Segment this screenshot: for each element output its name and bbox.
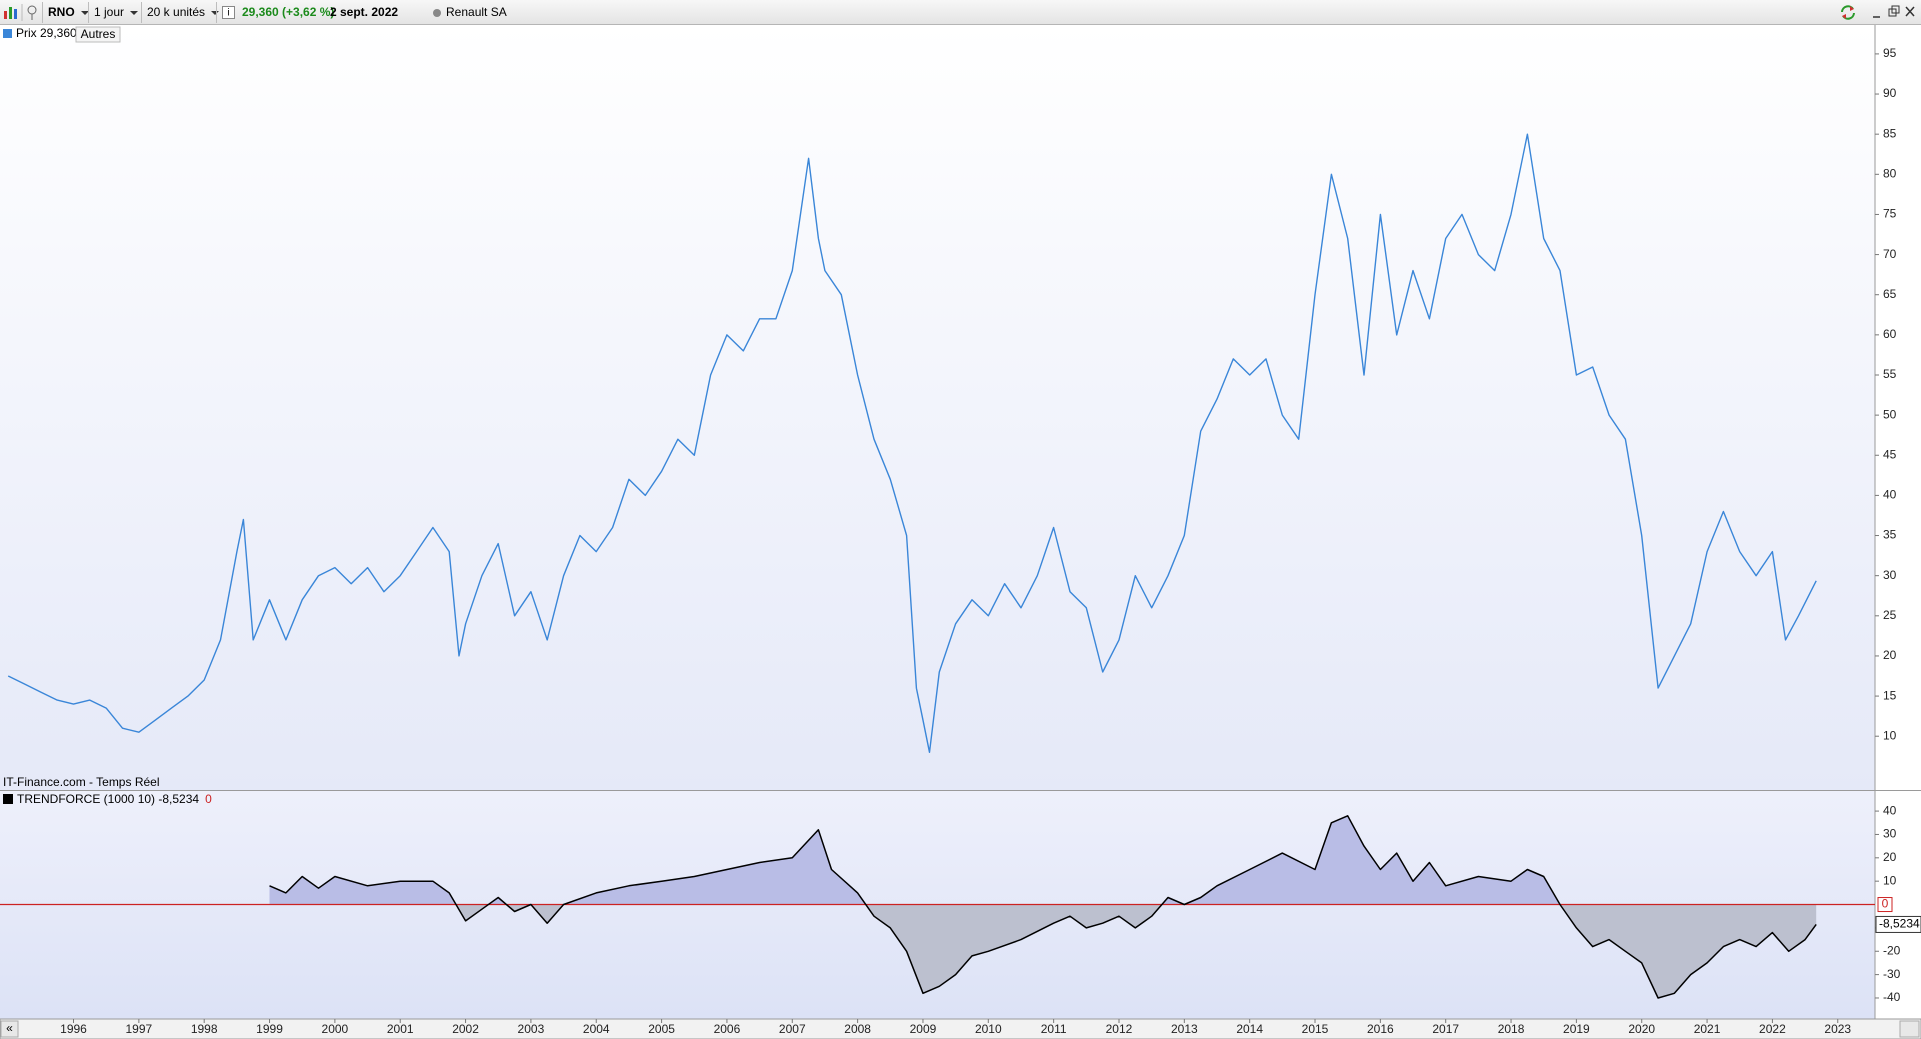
chart-area: « Prix 29,360 Autres IT-Finance.com - Te… <box>0 25 1921 1039</box>
x-tick-label: 2020 <box>1628 1022 1655 1036</box>
y-tick-label: 40 <box>1883 803 1897 817</box>
y-tick-label: -30 <box>1883 967 1901 981</box>
y-tick-label: 60 <box>1883 327 1897 341</box>
reference-label-box <box>1877 897 1893 913</box>
x-tick-label: 2022 <box>1759 1022 1786 1036</box>
status-dot <box>433 9 441 17</box>
x-tick-label: 2016 <box>1367 1022 1394 1036</box>
price-line <box>7 133 1817 753</box>
x-tick-label: 2009 <box>910 1022 937 1036</box>
source-label: IT-Finance.com - Temps Réel <box>3 775 160 789</box>
legend-swatch <box>3 794 13 804</box>
legend-label: TRENDFORCE (1000 10) -8,5234 <box>17 792 199 806</box>
x-tick-label: 2014 <box>1236 1022 1263 1036</box>
toolbar: RNO 1 jour 20 k unités i 29,360 (+3,62 %… <box>0 0 1921 25</box>
x-tick-label: 2010 <box>975 1022 1002 1036</box>
quote: 29,360 (+3,62 %) <box>242 5 335 19</box>
symbol-select[interactable]: RNO <box>48 4 89 21</box>
y-tick-label: 75 <box>1883 207 1897 221</box>
legend-label: Prix 29,360 <box>16 26 77 40</box>
value-axis-area <box>1875 25 1921 1019</box>
y-tick-label: 15 <box>1883 688 1897 702</box>
others-button[interactable] <box>75 26 121 43</box>
x-tick-label: 2023 <box>1824 1022 1851 1036</box>
y-tick-label: 65 <box>1883 287 1897 301</box>
x-tick-label: 2006 <box>714 1022 741 1036</box>
separator <box>141 2 142 23</box>
x-tick-label: 2019 <box>1563 1022 1590 1036</box>
y-tick-label: 85 <box>1883 126 1897 140</box>
y-tick-label: -40 <box>1883 990 1901 1004</box>
units-select[interactable]: 20 k unités <box>147 4 219 21</box>
y-tick-label: 20 <box>1883 850 1897 864</box>
area-fill-below <box>269 904 1817 998</box>
y-tick-label: 80 <box>1883 166 1897 180</box>
last-value-box <box>1875 915 1921 933</box>
x-tick-label: 2007 <box>779 1022 806 1036</box>
others-label[interactable]: Autres <box>81 27 116 41</box>
x-tick-label: 2011 <box>1041 1022 1067 1036</box>
x-tick-label: 2005 <box>648 1022 675 1036</box>
area-fill-above <box>269 815 1561 905</box>
x-tick-label: 1997 <box>126 1022 153 1036</box>
y-tick-label: -20 <box>1883 943 1901 957</box>
y-tick-label: 35 <box>1883 528 1897 542</box>
y-tick-label: 40 <box>1883 488 1897 502</box>
y-tick-label: 55 <box>1883 367 1897 381</box>
y-tick-label: 70 <box>1883 247 1897 261</box>
x-tick-label: 2015 <box>1302 1022 1329 1036</box>
x-tick-label: 2003 <box>518 1022 545 1036</box>
x-tick-label: 2008 <box>844 1022 871 1036</box>
scroll-left-icon: « <box>6 1021 13 1035</box>
scroll-left-button[interactable] <box>0 1020 19 1038</box>
y-tick-label: 10 <box>1883 873 1897 887</box>
x-tick-label: 1999 <box>256 1022 283 1036</box>
y-tick-label: 90 <box>1883 86 1897 100</box>
toolbar-icons[interactable] <box>3 3 41 22</box>
x-tick-label: 2021 <box>1694 1022 1721 1036</box>
y-tick-label: 50 <box>1883 407 1897 421</box>
legend-swatch <box>3 29 12 38</box>
svg-text:i: i <box>227 8 229 19</box>
separator <box>88 2 89 23</box>
y-tick-label: 95 <box>1883 46 1897 60</box>
instrument-name: Renault SA <box>446 5 507 19</box>
x-tick-label: 2000 <box>322 1022 349 1036</box>
info-icon[interactable]: i <box>222 6 235 19</box>
reference-label: 0 <box>1882 897 1889 911</box>
x-tick-label: 2012 <box>1106 1022 1133 1036</box>
x-tick-label: 2017 <box>1432 1022 1459 1036</box>
last-value-label: -8,5234 <box>1879 917 1920 931</box>
x-tick-label: 2018 <box>1498 1022 1525 1036</box>
period-select[interactable]: 1 jour <box>94 4 138 21</box>
legend-reference: 0 <box>205 792 212 806</box>
y-tick-label: 25 <box>1883 608 1897 622</box>
y-tick-label: 20 <box>1883 648 1897 662</box>
y-tick-label: 45 <box>1883 447 1897 461</box>
x-tick-label: 2004 <box>583 1022 610 1036</box>
y-tick-label: 30 <box>1883 827 1897 841</box>
x-tick-label: 2001 <box>387 1022 414 1036</box>
x-tick-label: 1996 <box>60 1022 87 1036</box>
separator <box>216 2 217 23</box>
x-tick-label: 2002 <box>452 1022 479 1036</box>
x-tick-label: 2013 <box>1171 1022 1198 1036</box>
y-tick-label: 10 <box>1883 728 1897 742</box>
x-tick-label: 1998 <box>191 1022 218 1036</box>
window-controls[interactable] <box>1840 3 1918 22</box>
zoom-button[interactable] <box>1899 1020 1920 1038</box>
quote-date: 2 sept. 2022 <box>330 5 399 19</box>
indicator-line <box>269 815 1817 999</box>
y-tick-label: 30 <box>1883 568 1897 582</box>
price-panel <box>0 25 1875 790</box>
time-axis-area <box>0 1018 1921 1039</box>
separator <box>42 2 43 23</box>
